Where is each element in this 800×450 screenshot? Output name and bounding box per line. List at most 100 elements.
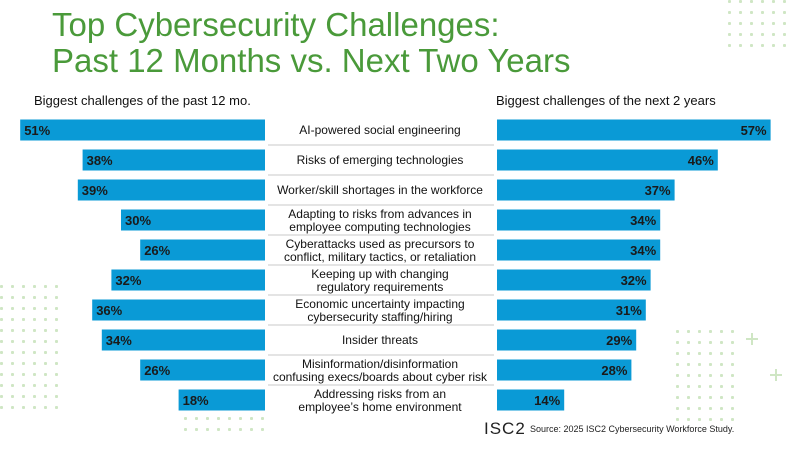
decoration-dot bbox=[783, 22, 786, 25]
decoration-dot bbox=[55, 406, 58, 409]
decoration-dot bbox=[22, 373, 25, 376]
category-label: Economic uncertainty impacting cybersecur… bbox=[295, 297, 464, 324]
decoration-dot bbox=[750, 22, 753, 25]
decoration-dot bbox=[11, 296, 14, 299]
decoration-dot bbox=[731, 418, 734, 421]
decoration-dot bbox=[676, 385, 679, 388]
decoration-dot bbox=[33, 373, 36, 376]
decoration-dot bbox=[709, 374, 712, 377]
decoration-dot bbox=[250, 417, 253, 420]
value-label-next-2-years: 34% bbox=[630, 243, 656, 258]
decoration-dot bbox=[0, 340, 3, 343]
value-label-past-12-months: 51% bbox=[24, 123, 50, 138]
category-label: Risks of emerging technologies bbox=[297, 153, 464, 167]
category-label: Cyberattacks used as precursors to confli… bbox=[284, 237, 476, 264]
decoration-dot bbox=[0, 351, 3, 354]
value-label-past-12-months: 26% bbox=[144, 363, 170, 378]
decoration-dot bbox=[720, 352, 723, 355]
decoration-dot bbox=[761, 33, 764, 36]
source-note: Source: 2025 ISC2 Cybersecurity Workforc… bbox=[530, 424, 735, 434]
decoration-dot bbox=[44, 395, 47, 398]
decoration-dot bbox=[676, 418, 679, 421]
decoration-dot bbox=[44, 373, 47, 376]
value-label-next-2-years: 28% bbox=[601, 363, 627, 378]
decoration-dot bbox=[720, 374, 723, 377]
decoration-dot bbox=[55, 373, 58, 376]
decoration-dot bbox=[0, 318, 3, 321]
category-label-line: confusing execs/boards about cyber risk bbox=[273, 370, 488, 384]
decoration-dot bbox=[55, 307, 58, 310]
value-label-next-2-years: 34% bbox=[630, 213, 656, 228]
decoration-dot bbox=[698, 352, 701, 355]
decoration-dot bbox=[709, 330, 712, 333]
decoration-dot bbox=[750, 44, 753, 47]
decoration-dot bbox=[720, 341, 723, 344]
decoration-dot bbox=[55, 351, 58, 354]
value-label-past-12-months: 34% bbox=[106, 333, 132, 348]
decoration-dot bbox=[33, 318, 36, 321]
value-label-next-2-years: 14% bbox=[534, 393, 560, 408]
decoration-dot bbox=[720, 330, 723, 333]
decoration-dot bbox=[687, 363, 690, 366]
decoration-dot bbox=[0, 362, 3, 365]
decoration-dot bbox=[761, 0, 764, 3]
value-label-next-2-years: 29% bbox=[606, 333, 632, 348]
title-line-2: Past 12 Months vs. Next Two Years bbox=[52, 42, 571, 79]
decoration-dot bbox=[761, 44, 764, 47]
decoration-dot bbox=[11, 318, 14, 321]
decoration-dot bbox=[720, 418, 723, 421]
decoration-dot bbox=[687, 330, 690, 333]
decoration-dot bbox=[676, 374, 679, 377]
bar-next-2-years bbox=[497, 269, 651, 291]
decoration-dot bbox=[261, 417, 264, 420]
decoration-dot bbox=[22, 340, 25, 343]
decoration-dot bbox=[728, 44, 731, 47]
decoration-dot bbox=[55, 296, 58, 299]
decoration-dot bbox=[11, 285, 14, 288]
decoration-dot bbox=[44, 329, 47, 332]
category-label-line: Keeping up with changing bbox=[311, 267, 448, 281]
bar-past-12-months bbox=[101, 329, 265, 351]
decoration-dot bbox=[11, 406, 14, 409]
decoration-dot bbox=[783, 44, 786, 47]
decoration-dot bbox=[709, 407, 712, 410]
decoration-dot bbox=[44, 296, 47, 299]
decoration-dot bbox=[250, 428, 253, 431]
decoration-dot bbox=[783, 33, 786, 36]
decoration-dot bbox=[687, 407, 690, 410]
decoration-dot bbox=[33, 285, 36, 288]
category-label: Worker/skill shortages in the workforce bbox=[277, 183, 483, 197]
decoration-dot bbox=[0, 307, 3, 310]
decoration-dot bbox=[676, 352, 679, 355]
decoration-dot bbox=[11, 329, 14, 332]
decoration-dot bbox=[22, 296, 25, 299]
bar-past-12-months bbox=[92, 299, 265, 321]
decoration-dot bbox=[22, 329, 25, 332]
decoration-dot bbox=[11, 351, 14, 354]
decoration-dot bbox=[33, 340, 36, 343]
decoration-dot bbox=[698, 374, 701, 377]
decoration-dot bbox=[739, 33, 742, 36]
decoration-dot bbox=[44, 362, 47, 365]
decoration-dot bbox=[709, 418, 712, 421]
bar-past-12-months bbox=[121, 209, 265, 231]
bar-next-2-years bbox=[497, 329, 637, 351]
isc2-logo: ISC2 bbox=[484, 419, 526, 438]
decoration-dot bbox=[22, 395, 25, 398]
decoration-dot bbox=[195, 417, 198, 420]
decoration-dot bbox=[44, 340, 47, 343]
decoration-dot bbox=[687, 418, 690, 421]
decoration-dot bbox=[739, 22, 742, 25]
decoration-dot bbox=[33, 406, 36, 409]
decoration-dot bbox=[239, 428, 242, 431]
decoration-dot bbox=[731, 352, 734, 355]
decoration-dot bbox=[728, 22, 731, 25]
decoration-plus bbox=[746, 333, 758, 345]
decoration-dot bbox=[731, 407, 734, 410]
category-label-line: employee computing technologies bbox=[289, 220, 470, 234]
value-label-past-12-months: 38% bbox=[87, 153, 113, 168]
decoration-dot bbox=[728, 33, 731, 36]
category-label-line: Misinformation/disinformation bbox=[302, 357, 458, 371]
decoration-dot bbox=[206, 417, 209, 420]
